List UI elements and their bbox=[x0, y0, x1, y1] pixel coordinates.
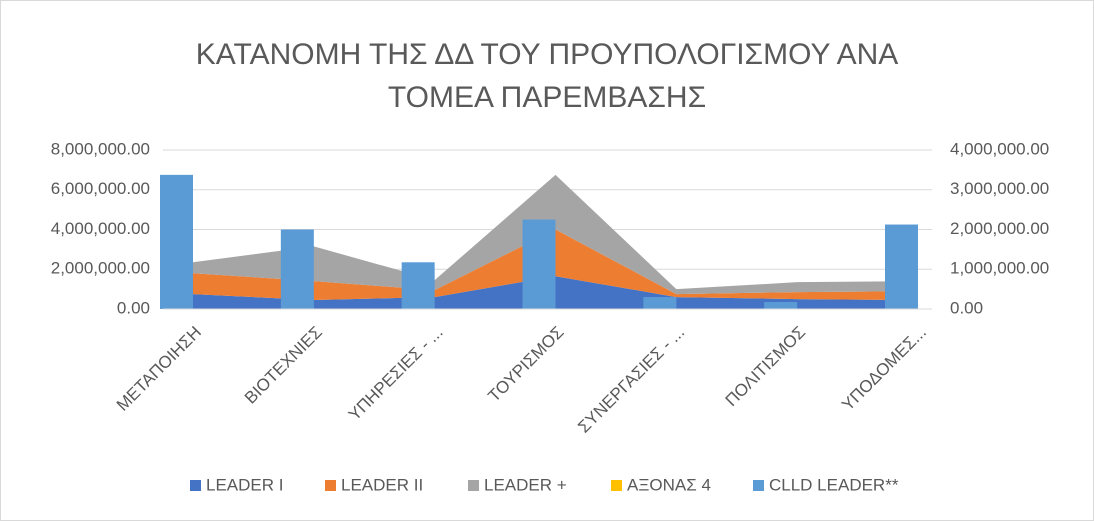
legend-label: CLLD LEADER** bbox=[769, 475, 899, 494]
y-tick-label: 2,000,000.00 bbox=[51, 259, 150, 278]
legend-swatch bbox=[611, 480, 622, 491]
legend-swatch bbox=[753, 480, 764, 491]
bar bbox=[643, 297, 677, 309]
bar bbox=[280, 229, 314, 309]
bar bbox=[522, 219, 556, 309]
area bbox=[193, 174, 918, 295]
y2-tick-label: 2,000,000.00 bbox=[950, 219, 1049, 238]
y2-tick-label: 1,000,000.00 bbox=[950, 259, 1049, 278]
legend-label: LEADER I bbox=[206, 475, 283, 494]
y-tick-label: 4,000,000.00 bbox=[51, 219, 150, 238]
y2-tick-label: 0.00 bbox=[950, 298, 983, 317]
chart-title: ΚΑΤΑΝΟΜΗ ΤΗΣ ΔΔ ΤΟΥ ΠΡΟΥΠΟΛΟΓΙΣΜΟΥ ΑΝΑ bbox=[196, 38, 899, 71]
chart-title: ΤΟΜΕΑ ΠΑΡΕΜΒΑΣΗΣ bbox=[388, 81, 706, 114]
y2-tick-label: 4,000,000.00 bbox=[950, 139, 1049, 158]
bar bbox=[401, 262, 435, 309]
y-tick-label: 6,000,000.00 bbox=[51, 179, 150, 198]
y2-tick-label: 3,000,000.00 bbox=[950, 179, 1049, 198]
legend-label: LEADER + bbox=[484, 475, 567, 494]
y-tick-label: 8,000,000.00 bbox=[51, 139, 150, 158]
legend-label: LEADER II bbox=[341, 475, 423, 494]
legend-swatch bbox=[468, 480, 479, 491]
y-tick-label: 0.00 bbox=[117, 298, 150, 317]
bar bbox=[764, 302, 798, 309]
bar bbox=[160, 174, 193, 309]
legend-swatch bbox=[190, 480, 201, 491]
bar bbox=[885, 224, 918, 309]
legend-swatch bbox=[325, 480, 336, 491]
legend-label: ΑΞΟΝΑΣ 4 bbox=[627, 475, 711, 494]
